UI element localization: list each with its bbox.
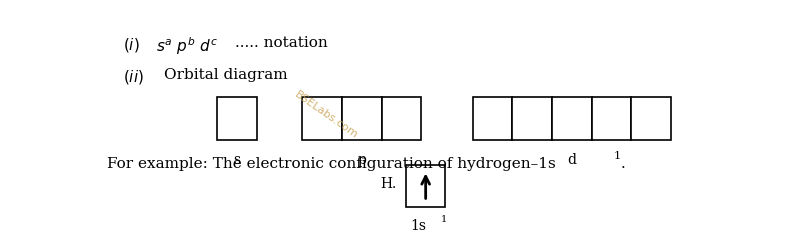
Bar xyxy=(406,165,446,207)
Bar xyxy=(342,97,381,140)
Text: d: d xyxy=(567,153,576,167)
Bar xyxy=(631,97,671,140)
Text: BSELabs.com: BSELabs.com xyxy=(293,89,360,140)
Text: H.: H. xyxy=(380,177,397,191)
Bar xyxy=(217,97,256,140)
Text: $(i)$: $(i)$ xyxy=(123,36,139,54)
Bar xyxy=(552,97,592,140)
Bar xyxy=(473,97,512,140)
Text: 1: 1 xyxy=(614,151,621,161)
Text: 1s: 1s xyxy=(410,219,426,233)
Text: For example: The electronic configuration of hydrogen–1s: For example: The electronic configuratio… xyxy=(108,157,556,171)
Text: $(ii)$: $(ii)$ xyxy=(123,68,144,86)
Text: ..... notation: ..... notation xyxy=(235,36,328,50)
Text: s: s xyxy=(233,153,241,167)
Bar xyxy=(303,97,342,140)
Bar xyxy=(592,97,631,140)
Text: p: p xyxy=(358,153,366,167)
Text: .: . xyxy=(621,157,626,171)
Text: Orbital diagram: Orbital diagram xyxy=(164,68,288,82)
Text: 1: 1 xyxy=(441,215,447,224)
Bar xyxy=(381,97,421,140)
Bar xyxy=(512,97,552,140)
Text: $s^a\ p^b\ d^c$: $s^a\ p^b\ d^c$ xyxy=(156,36,218,58)
